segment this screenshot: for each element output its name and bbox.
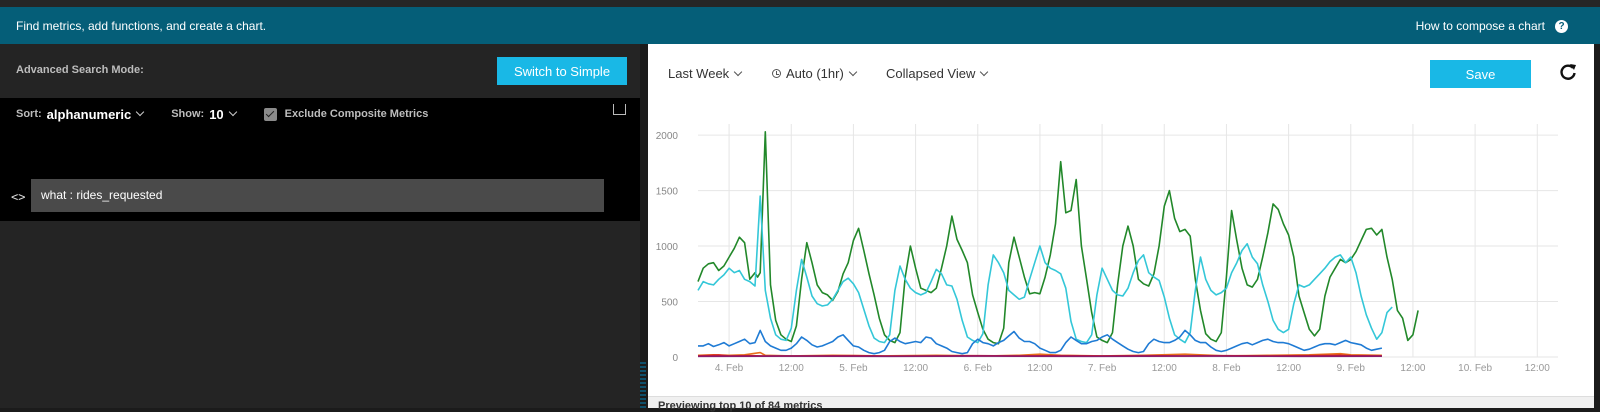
chart-labels: 0 500 1000 1500 2000 4. Feb 12:00 5. Feb 12:00 6.…	[656, 131, 1550, 374]
interval-label[interactable]: Auto (1hr)	[786, 66, 844, 81]
x-tick-label: 7. Feb	[1088, 363, 1117, 374]
chart-grid	[698, 124, 1558, 357]
x-tick-label: 5. Feb	[839, 363, 868, 374]
exclude-composite-checkbox[interactable]	[264, 108, 277, 121]
y-tick-label: 1000	[656, 242, 679, 253]
exclude-composite-label[interactable]: Exclude Composite Metrics	[285, 108, 429, 120]
y-tick-label: 1500	[656, 187, 679, 198]
panel-resize-handle[interactable]	[640, 362, 646, 408]
help-link-label[interactable]: How to compose a chart	[1416, 19, 1545, 33]
view-dropdown[interactable]: Collapsed View	[886, 66, 987, 81]
refresh-icon[interactable]	[1558, 62, 1578, 82]
x-tick-label: 10. Feb	[1458, 363, 1492, 374]
query-input[interactable]: what : rides_requested	[31, 179, 604, 212]
top-strip	[0, 0, 1600, 7]
x-tick-label: 12:00	[1027, 363, 1052, 374]
show-dropdown[interactable]: 10	[209, 107, 223, 122]
show-label: Show:	[171, 108, 204, 120]
code-toggle-icon[interactable]: <>	[11, 190, 25, 204]
save-button[interactable]: Save	[1430, 60, 1531, 88]
series-line	[698, 196, 1392, 343]
sort-dropdown[interactable]: alphanumeric	[47, 107, 132, 122]
sort-label: Sort:	[16, 108, 42, 120]
preview-status: Previewing top 10 of 84 metrics	[658, 400, 822, 412]
chart-panel: Last Week Auto (1hr) Collapsed View Save…	[648, 44, 1594, 408]
clock-icon	[772, 69, 781, 78]
right-edge	[1594, 44, 1600, 408]
toolbar-row: Sort: alphanumeric Show: 10 Exclude Comp…	[16, 104, 433, 124]
time-range-label[interactable]: Last Week	[668, 66, 729, 81]
question-circle-icon[interactable]: ?	[1555, 20, 1568, 33]
x-tick-label: 12:00	[1525, 363, 1550, 374]
x-tick-label: 4. Feb	[715, 363, 744, 374]
chart-series	[698, 132, 1418, 356]
search-panel: Advanced Search Mode: Switch to Simple S…	[0, 44, 640, 408]
series-line	[698, 132, 1418, 344]
chevron-down-icon[interactable]	[980, 67, 988, 75]
x-tick-label: 12:00	[1152, 363, 1177, 374]
preview-footer: Previewing top 10 of 84 metrics	[648, 396, 1594, 408]
time-range-dropdown[interactable]: Last Week	[668, 66, 741, 81]
y-tick-label: 2000	[656, 131, 679, 142]
x-tick-label: 12:00	[1276, 363, 1301, 374]
chevron-down-icon[interactable]	[136, 108, 144, 116]
x-tick-label: 6. Feb	[964, 363, 993, 374]
metrics-line-chart: 0 500 1000 1500 2000 4. Feb 12:00 5. Feb 12:00 6.…	[648, 104, 1594, 404]
interval-dropdown[interactable]: Auto (1hr)	[772, 66, 856, 81]
y-tick-label: 500	[661, 298, 678, 309]
chevron-down-icon[interactable]	[228, 108, 236, 116]
search-mode-label: Advanced Search Mode:	[16, 64, 144, 76]
x-tick-label: 12:00	[779, 363, 804, 374]
chevron-down-icon[interactable]	[734, 67, 742, 75]
x-tick-label: 12:00	[1400, 363, 1425, 374]
x-tick-label: 8. Feb	[1212, 363, 1241, 374]
x-tick-label: 12:00	[903, 363, 928, 374]
help-link[interactable]: How to compose a chart ?	[1416, 19, 1568, 33]
y-tick-label: 0	[672, 353, 678, 364]
view-label[interactable]: Collapsed View	[886, 66, 975, 81]
x-tick-label: 9. Feb	[1337, 363, 1366, 374]
export-icon[interactable]	[613, 104, 626, 115]
switch-to-simple-button[interactable]: Switch to Simple	[497, 57, 627, 85]
banner-message: Find metrics, add functions, and create …	[16, 19, 266, 33]
chevron-down-icon[interactable]	[849, 67, 857, 75]
info-banner: Find metrics, add functions, and create …	[0, 7, 1600, 44]
